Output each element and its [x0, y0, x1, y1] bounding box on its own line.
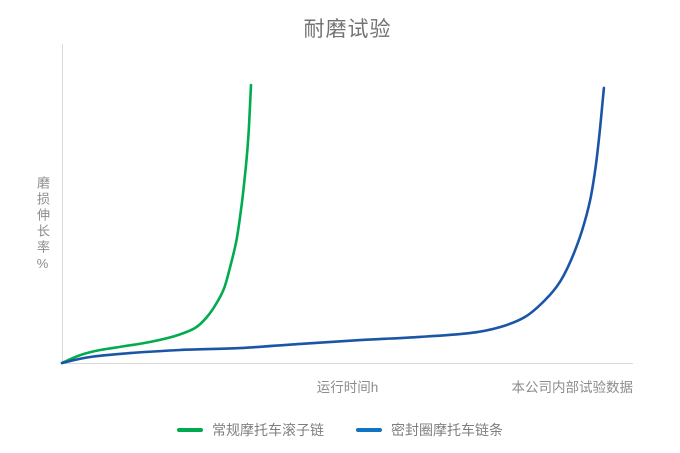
series-line-sealed-ring-chain [60, 86, 606, 365]
x-axis-label: 运行时间h [316, 380, 379, 395]
legend-label: 常规摩托车滚子链 [212, 422, 324, 438]
y-axis-label: 磨损伸长率% [35, 176, 50, 274]
data-source-note: 本公司内部试验数据 [511, 380, 634, 395]
series-line-conventional-roller-chain [60, 83, 253, 365]
legend-item-sealed-ring-chain: 密封圈摩托车链条 [356, 420, 503, 440]
chart-title: 耐磨试验 [303, 18, 392, 41]
legend: 常规摩托车滚子链 密封圈摩托车链条 [0, 420, 680, 440]
legend-item-conventional-roller-chain: 常规摩托车滚子链 [177, 420, 324, 440]
legend-line-marker-blue [356, 428, 382, 432]
legend-line-marker-green [177, 428, 203, 432]
legend-label: 密封圈摩托车链条 [391, 422, 503, 438]
